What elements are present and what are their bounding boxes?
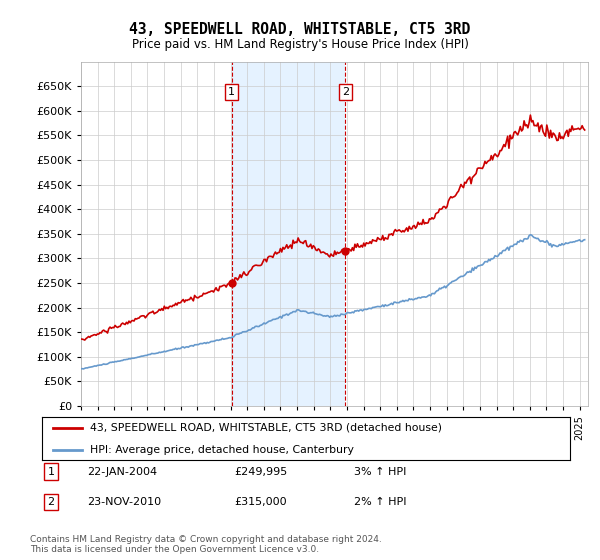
Text: 2% ↑ HPI: 2% ↑ HPI bbox=[354, 497, 407, 507]
Text: £315,000: £315,000 bbox=[234, 497, 287, 507]
Text: 1: 1 bbox=[228, 87, 235, 97]
Text: Price paid vs. HM Land Registry's House Price Index (HPI): Price paid vs. HM Land Registry's House … bbox=[131, 38, 469, 50]
Text: 43, SPEEDWELL ROAD, WHITSTABLE, CT5 3RD: 43, SPEEDWELL ROAD, WHITSTABLE, CT5 3RD bbox=[130, 22, 470, 38]
Text: HPI: Average price, detached house, Canterbury: HPI: Average price, detached house, Cant… bbox=[89, 445, 353, 455]
Text: 2: 2 bbox=[47, 497, 55, 507]
Text: 43, SPEEDWELL ROAD, WHITSTABLE, CT5 3RD (detached house): 43, SPEEDWELL ROAD, WHITSTABLE, CT5 3RD … bbox=[89, 423, 442, 432]
Text: 3% ↑ HPI: 3% ↑ HPI bbox=[354, 466, 406, 477]
Text: 2: 2 bbox=[342, 87, 349, 97]
Text: £249,995: £249,995 bbox=[234, 466, 287, 477]
Text: 23-NOV-2010: 23-NOV-2010 bbox=[87, 497, 161, 507]
Bar bbox=[232, 62, 346, 406]
Text: Contains HM Land Registry data © Crown copyright and database right 2024.
This d: Contains HM Land Registry data © Crown c… bbox=[30, 535, 382, 554]
Text: 1: 1 bbox=[47, 466, 55, 477]
Text: 22-JAN-2004: 22-JAN-2004 bbox=[87, 466, 157, 477]
